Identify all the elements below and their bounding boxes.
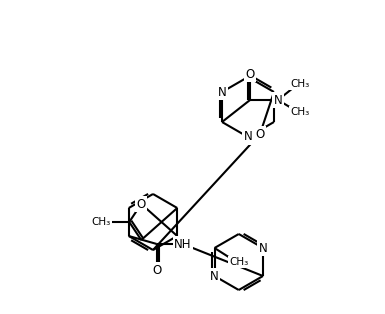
Text: N: N	[244, 131, 253, 143]
Text: CH₃: CH₃	[92, 217, 111, 227]
Text: CH₃: CH₃	[229, 257, 248, 267]
Text: NH: NH	[174, 237, 191, 251]
Text: N: N	[274, 94, 282, 106]
Text: O: O	[255, 127, 264, 140]
Text: N: N	[218, 85, 226, 99]
Text: O: O	[137, 198, 146, 210]
Text: O: O	[245, 68, 254, 80]
Text: N: N	[259, 241, 267, 255]
Text: CH₃: CH₃	[290, 79, 310, 89]
Text: CH₃: CH₃	[290, 107, 310, 117]
Text: N: N	[210, 269, 219, 283]
Text: O: O	[152, 263, 161, 277]
